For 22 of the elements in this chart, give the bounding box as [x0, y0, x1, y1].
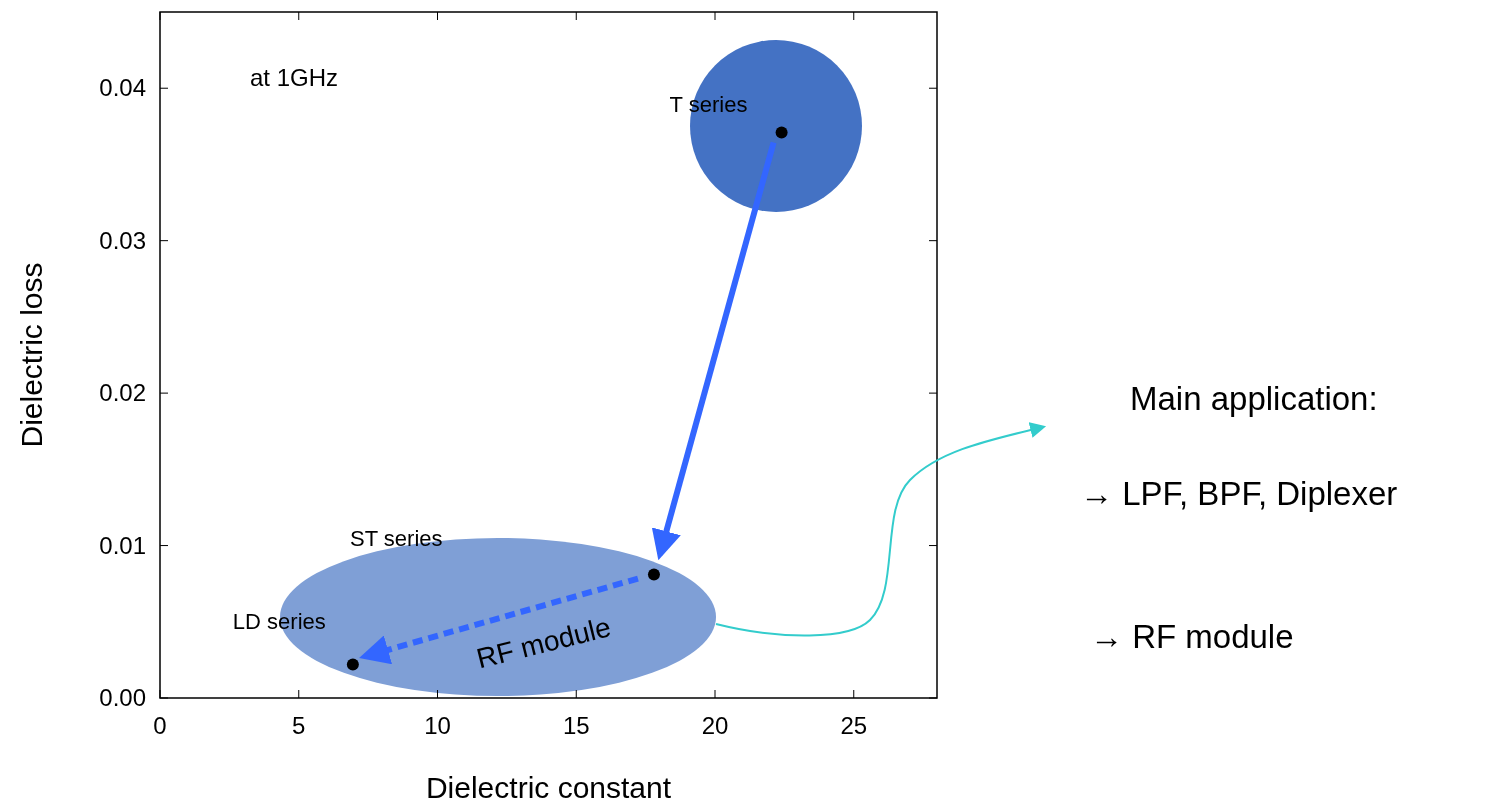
- y-axis-title: Dielectric loss: [15, 262, 48, 448]
- annotation: at 1GHz: [250, 64, 339, 91]
- x-tick-label: 0: [153, 712, 167, 739]
- y-tick-label: 0.04: [99, 74, 146, 102]
- x-tick-label: 10: [424, 712, 451, 739]
- x-axis-title: Dielectric constant: [425, 771, 672, 804]
- x-tick-label: 15: [562, 712, 590, 739]
- y-tick-label: 0.01: [99, 531, 146, 559]
- text: → RF module: [1090, 618, 1294, 655]
- y-tick-label: 0.03: [99, 226, 146, 254]
- annotation: ST series: [350, 526, 443, 551]
- point: [647, 568, 660, 581]
- text: Main application:: [1130, 380, 1378, 417]
- x-tick-label: 5: [292, 712, 306, 739]
- annotation: RF module: [473, 611, 614, 675]
- point: [775, 126, 788, 139]
- x-tick-label: 25: [840, 712, 868, 739]
- y-tick-label: 0.02: [99, 379, 146, 407]
- text: → LPF, BPF, Diplexer: [1080, 475, 1398, 512]
- x-tick-label: 20: [701, 712, 729, 739]
- y-tick-label: 0.00: [99, 684, 146, 711]
- point: [346, 658, 359, 671]
